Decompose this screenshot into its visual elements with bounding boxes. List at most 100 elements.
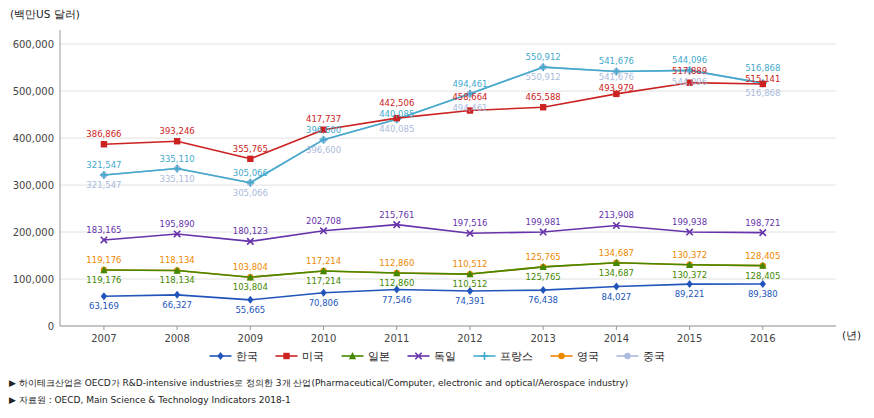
- y-tick-label: 100,000: [13, 274, 54, 285]
- data-label: 215,761: [379, 210, 414, 220]
- data-label: 195,890: [160, 219, 195, 229]
- legend-marker: [558, 353, 564, 359]
- data-label: 493,979: [599, 83, 634, 93]
- legend-item: 일본: [342, 350, 390, 362]
- marker: [100, 171, 108, 179]
- data-label: 112,860: [379, 258, 414, 268]
- data-label: 76,438: [528, 295, 558, 305]
- data-label: 180,123: [233, 226, 268, 236]
- marker: [320, 228, 326, 234]
- x-tick-label: 2013: [530, 333, 555, 344]
- marker: [101, 141, 107, 147]
- data-label: 118,134: [160, 255, 195, 265]
- data-label: 541,676: [599, 56, 634, 66]
- footnote: ▶ 자료원 : OECD, Main Science & Technology …: [9, 395, 291, 405]
- legend-item: 한국: [210, 350, 258, 362]
- x-axis-label: (년): [842, 329, 861, 341]
- marker: [540, 64, 546, 70]
- x-tick-label: 2014: [604, 333, 629, 344]
- series-line: [104, 284, 763, 300]
- x-tick: [762, 326, 763, 330]
- data-label: 550,912: [526, 72, 561, 82]
- x-tick-label: 2011: [384, 333, 409, 344]
- data-label: 393,246: [160, 126, 195, 136]
- chart: 0100,000200,000300,000400,000500,000600,…: [0, 0, 874, 418]
- marker: [686, 261, 693, 268]
- legend-label: 일본: [368, 350, 390, 362]
- legend-label: 영국: [577, 350, 599, 362]
- legend-marker: [283, 353, 289, 359]
- data-label: 89,380: [748, 289, 778, 299]
- x-tick-label: 2012: [457, 333, 482, 344]
- y-tick-label: 600,000: [13, 39, 54, 50]
- marker: [320, 136, 328, 144]
- x-tick: [103, 326, 104, 330]
- marker: [393, 269, 400, 276]
- data-label: 541,676: [599, 72, 634, 82]
- grid: [60, 44, 836, 326]
- series-line: [104, 83, 763, 159]
- data-label: 544,096: [672, 55, 707, 65]
- marker: [540, 229, 546, 235]
- legend-marker: [415, 353, 421, 359]
- y-tick-label: 400,000: [13, 133, 54, 144]
- marker: [247, 156, 253, 162]
- data-label: 103,804: [233, 262, 268, 272]
- plot-area: [100, 63, 767, 304]
- legend-label: 미국: [302, 350, 324, 362]
- series: [101, 280, 766, 304]
- marker: [100, 266, 107, 273]
- series-line: [104, 67, 763, 183]
- marker: [320, 267, 327, 274]
- footnote: ▶ 하이테크산업은 OECD가 R&D-intensive industries…: [9, 378, 628, 388]
- series-line: [104, 263, 763, 278]
- data-label: 66,327: [162, 300, 192, 310]
- data-label: 321,547: [86, 180, 121, 190]
- x-tick: [689, 326, 690, 330]
- data-label: 84,027: [602, 292, 632, 302]
- marker: [466, 270, 473, 277]
- x-tick-label: 2007: [91, 333, 116, 344]
- data-label: 110,512: [452, 279, 487, 289]
- data-label: 355,765: [233, 144, 268, 154]
- x-tick: [323, 326, 324, 330]
- series: [101, 79, 766, 162]
- data-label: 335,110: [160, 174, 195, 184]
- grid-line: [60, 185, 836, 186]
- marker: [539, 63, 547, 71]
- marker: [613, 259, 620, 266]
- series: [101, 260, 766, 281]
- x-tick: [250, 326, 251, 330]
- marker: [540, 286, 546, 294]
- data-label: 396,600: [306, 125, 341, 135]
- marker: [174, 266, 181, 273]
- x-tick-label: 2015: [677, 333, 702, 344]
- marker: [101, 292, 107, 300]
- data-label: 125,765: [526, 252, 561, 262]
- legend: 한국미국일본독일프랑스영국중국: [210, 350, 665, 362]
- marker: [759, 262, 766, 269]
- x-tick: [469, 326, 470, 330]
- legend-label: 중국: [643, 350, 665, 362]
- data-label: 118,134: [160, 275, 195, 285]
- data-label: 515,141: [745, 74, 780, 84]
- data-label: 89,221: [675, 289, 705, 299]
- series-line: [104, 67, 763, 183]
- legend-item: 미국: [276, 350, 324, 362]
- x-tick-label: 2010: [311, 333, 336, 344]
- marker: [101, 172, 107, 178]
- marker: [101, 237, 107, 243]
- data-labels: 386,866321,547321,547183,165119,176119,1…: [86, 52, 780, 315]
- legend-label: 한국: [236, 350, 258, 362]
- data-label: 128,405: [745, 271, 780, 281]
- data-label: 128,405: [745, 251, 780, 261]
- x-tick: [543, 326, 544, 330]
- data-label: 134,687: [599, 248, 634, 258]
- series: [100, 63, 767, 187]
- legend-marker: [624, 353, 630, 359]
- data-label: 396,600: [306, 145, 341, 155]
- legend-marker: [481, 352, 489, 360]
- data-label: 117,214: [306, 276, 341, 286]
- legend-marker: [217, 352, 223, 360]
- marker: [174, 165, 180, 171]
